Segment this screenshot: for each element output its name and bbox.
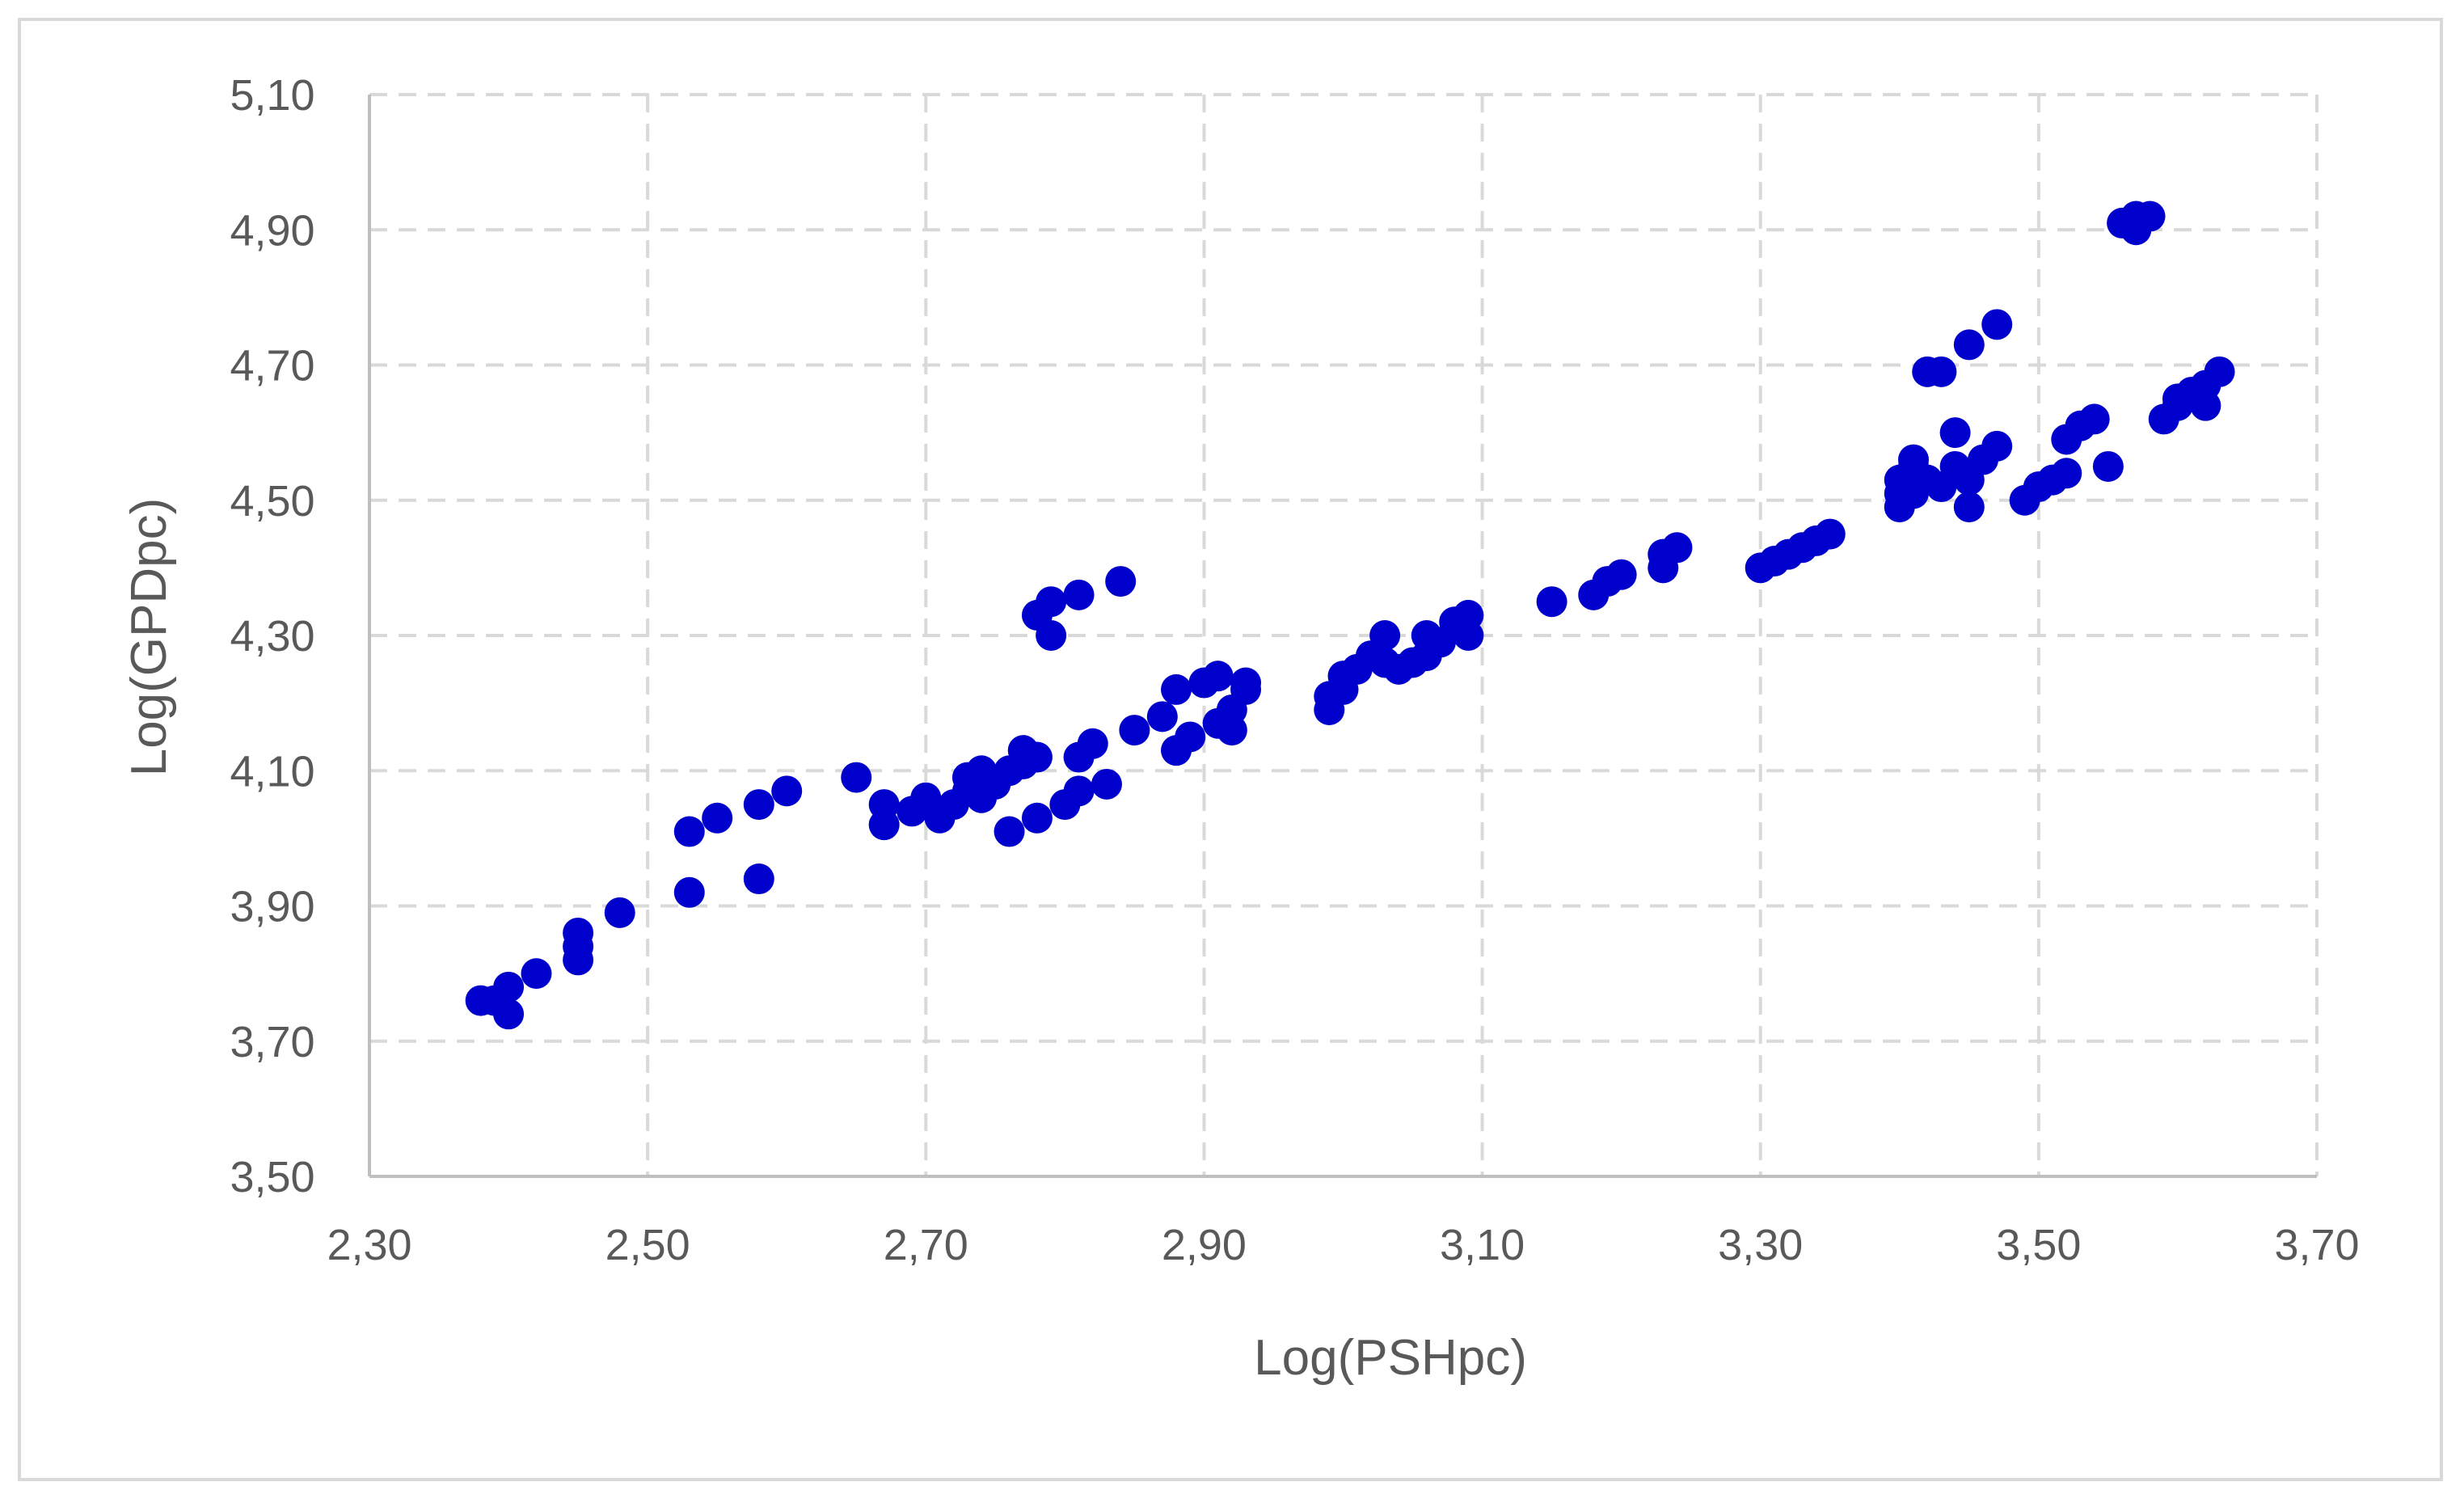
data-point [1605, 559, 1637, 590]
data-point [521, 958, 552, 990]
data-point [1369, 620, 1401, 651]
y-tick-label: 4,90 [230, 206, 314, 255]
y-tick-label: 4,70 [230, 342, 314, 391]
y-tick-label: 4,10 [230, 747, 314, 796]
data-point [1105, 566, 1137, 597]
y-tick-label: 4,30 [230, 612, 314, 661]
data-point [1021, 802, 1053, 834]
data-point [1036, 586, 1067, 618]
data-point [1202, 661, 1234, 692]
x-tick-label: 3,10 [1440, 1221, 1525, 1269]
data-point [1453, 599, 1484, 631]
data-point [1981, 430, 2013, 462]
y-tick-label: 3,70 [230, 1018, 314, 1066]
data-point [2078, 403, 2110, 435]
data-point [841, 762, 872, 793]
x-tick-label: 2,30 [327, 1221, 411, 1269]
data-point [1036, 620, 1067, 651]
data-point [673, 816, 705, 847]
data-point [1091, 768, 1122, 800]
data-point [1021, 741, 1053, 773]
data-point [1981, 309, 2013, 340]
data-point [563, 917, 594, 948]
data-point [1926, 356, 1957, 387]
y-axis-title: Log(GPDpc) [121, 498, 177, 777]
data-point [1814, 518, 1846, 550]
data-point [1953, 492, 1985, 523]
data-point [702, 802, 733, 834]
data-point [1063, 579, 1095, 610]
data-point [2092, 450, 2124, 482]
y-tick-labels: 3,50 3,70 3,90 4,10 4,30 4,50 4,70 4,90 5,10 [230, 71, 314, 1201]
data-point [493, 971, 525, 1003]
data-point [994, 816, 1025, 847]
data-point [493, 998, 525, 1030]
data-point [1536, 586, 1567, 618]
data-point [743, 863, 774, 895]
data-point [868, 809, 900, 841]
data-point [1161, 673, 1192, 705]
axes [368, 95, 2317, 1178]
data-point [1953, 329, 1985, 361]
data-point [2134, 201, 2166, 232]
gridlines [369, 93, 2318, 1176]
data-point [743, 789, 774, 821]
data-point [1939, 417, 1971, 449]
y-tick-label: 4,50 [230, 477, 314, 526]
x-tick-label: 3,50 [1996, 1221, 2081, 1269]
x-tick-label: 2,50 [605, 1221, 690, 1269]
data-point [1175, 721, 1206, 753]
data-point [604, 897, 635, 928]
x-tick-label: 2,90 [1162, 1221, 1247, 1269]
data-point [771, 775, 803, 807]
x-tick-label: 2,70 [884, 1221, 968, 1269]
y-tick-label: 3,90 [230, 883, 314, 931]
x-tick-label: 3,70 [2274, 1221, 2359, 1269]
data-point [1230, 673, 1262, 705]
data-point [2190, 390, 2221, 421]
data-point [1146, 701, 1178, 733]
data-point [1077, 728, 1108, 759]
data-points [465, 201, 2235, 1030]
x-tick-label: 3,30 [1718, 1221, 1803, 1269]
y-tick-label: 5,10 [230, 71, 314, 120]
data-point [673, 876, 705, 908]
data-point [2051, 458, 2082, 489]
x-tick-labels: 2,30 2,50 2,70 2,90 3,10 3,30 3,50 3,70 [327, 1221, 2359, 1269]
data-point [1661, 532, 1693, 564]
y-tick-label: 3,50 [230, 1153, 314, 1201]
data-point [1119, 715, 1150, 746]
x-axis-title: Log(PSHpc) [1254, 1330, 1527, 1386]
data-point [2204, 356, 2235, 387]
data-point [1063, 775, 1095, 807]
data-point [563, 944, 594, 976]
